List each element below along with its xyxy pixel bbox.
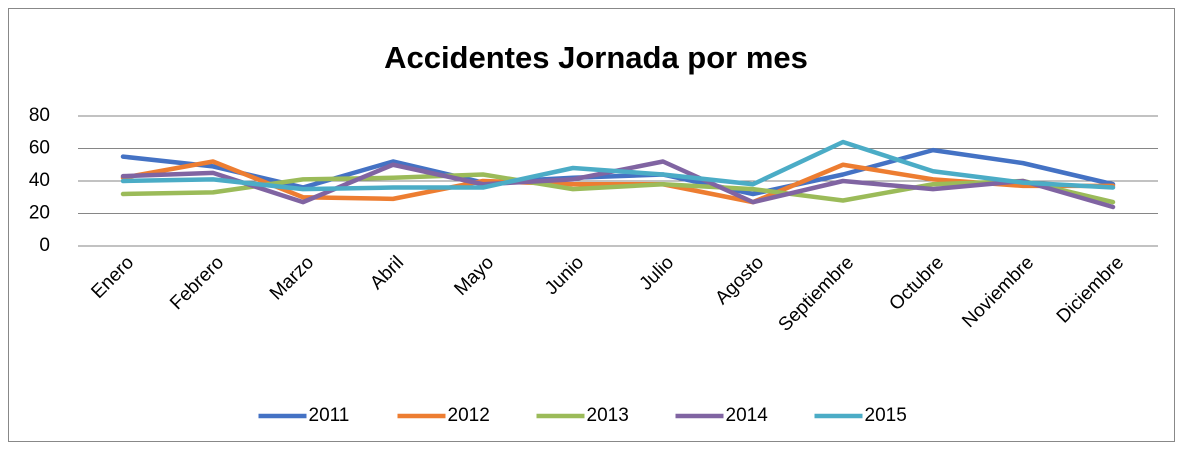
- y-tick-label: 20: [29, 203, 50, 224]
- y-tick-label: 40: [29, 170, 50, 191]
- line-series: [120, 172, 1116, 205]
- line-series: [120, 159, 1116, 205]
- y-tick-label: 0: [39, 235, 50, 256]
- legend-label: 2011: [309, 405, 350, 426]
- legend-label: 2012: [448, 405, 490, 426]
- legend-label: 2015: [865, 405, 907, 426]
- y-tick-label: 80: [29, 105, 50, 126]
- legend-label: 2014: [726, 405, 769, 426]
- line-series: [120, 147, 1116, 197]
- chart-title: Accidentes Jornada por mes: [384, 40, 808, 75]
- line-series: [120, 139, 1116, 192]
- y-tick-label: 60: [29, 138, 50, 159]
- legend-label: 2013: [587, 405, 629, 426]
- chart-frame: [8, 8, 1175, 442]
